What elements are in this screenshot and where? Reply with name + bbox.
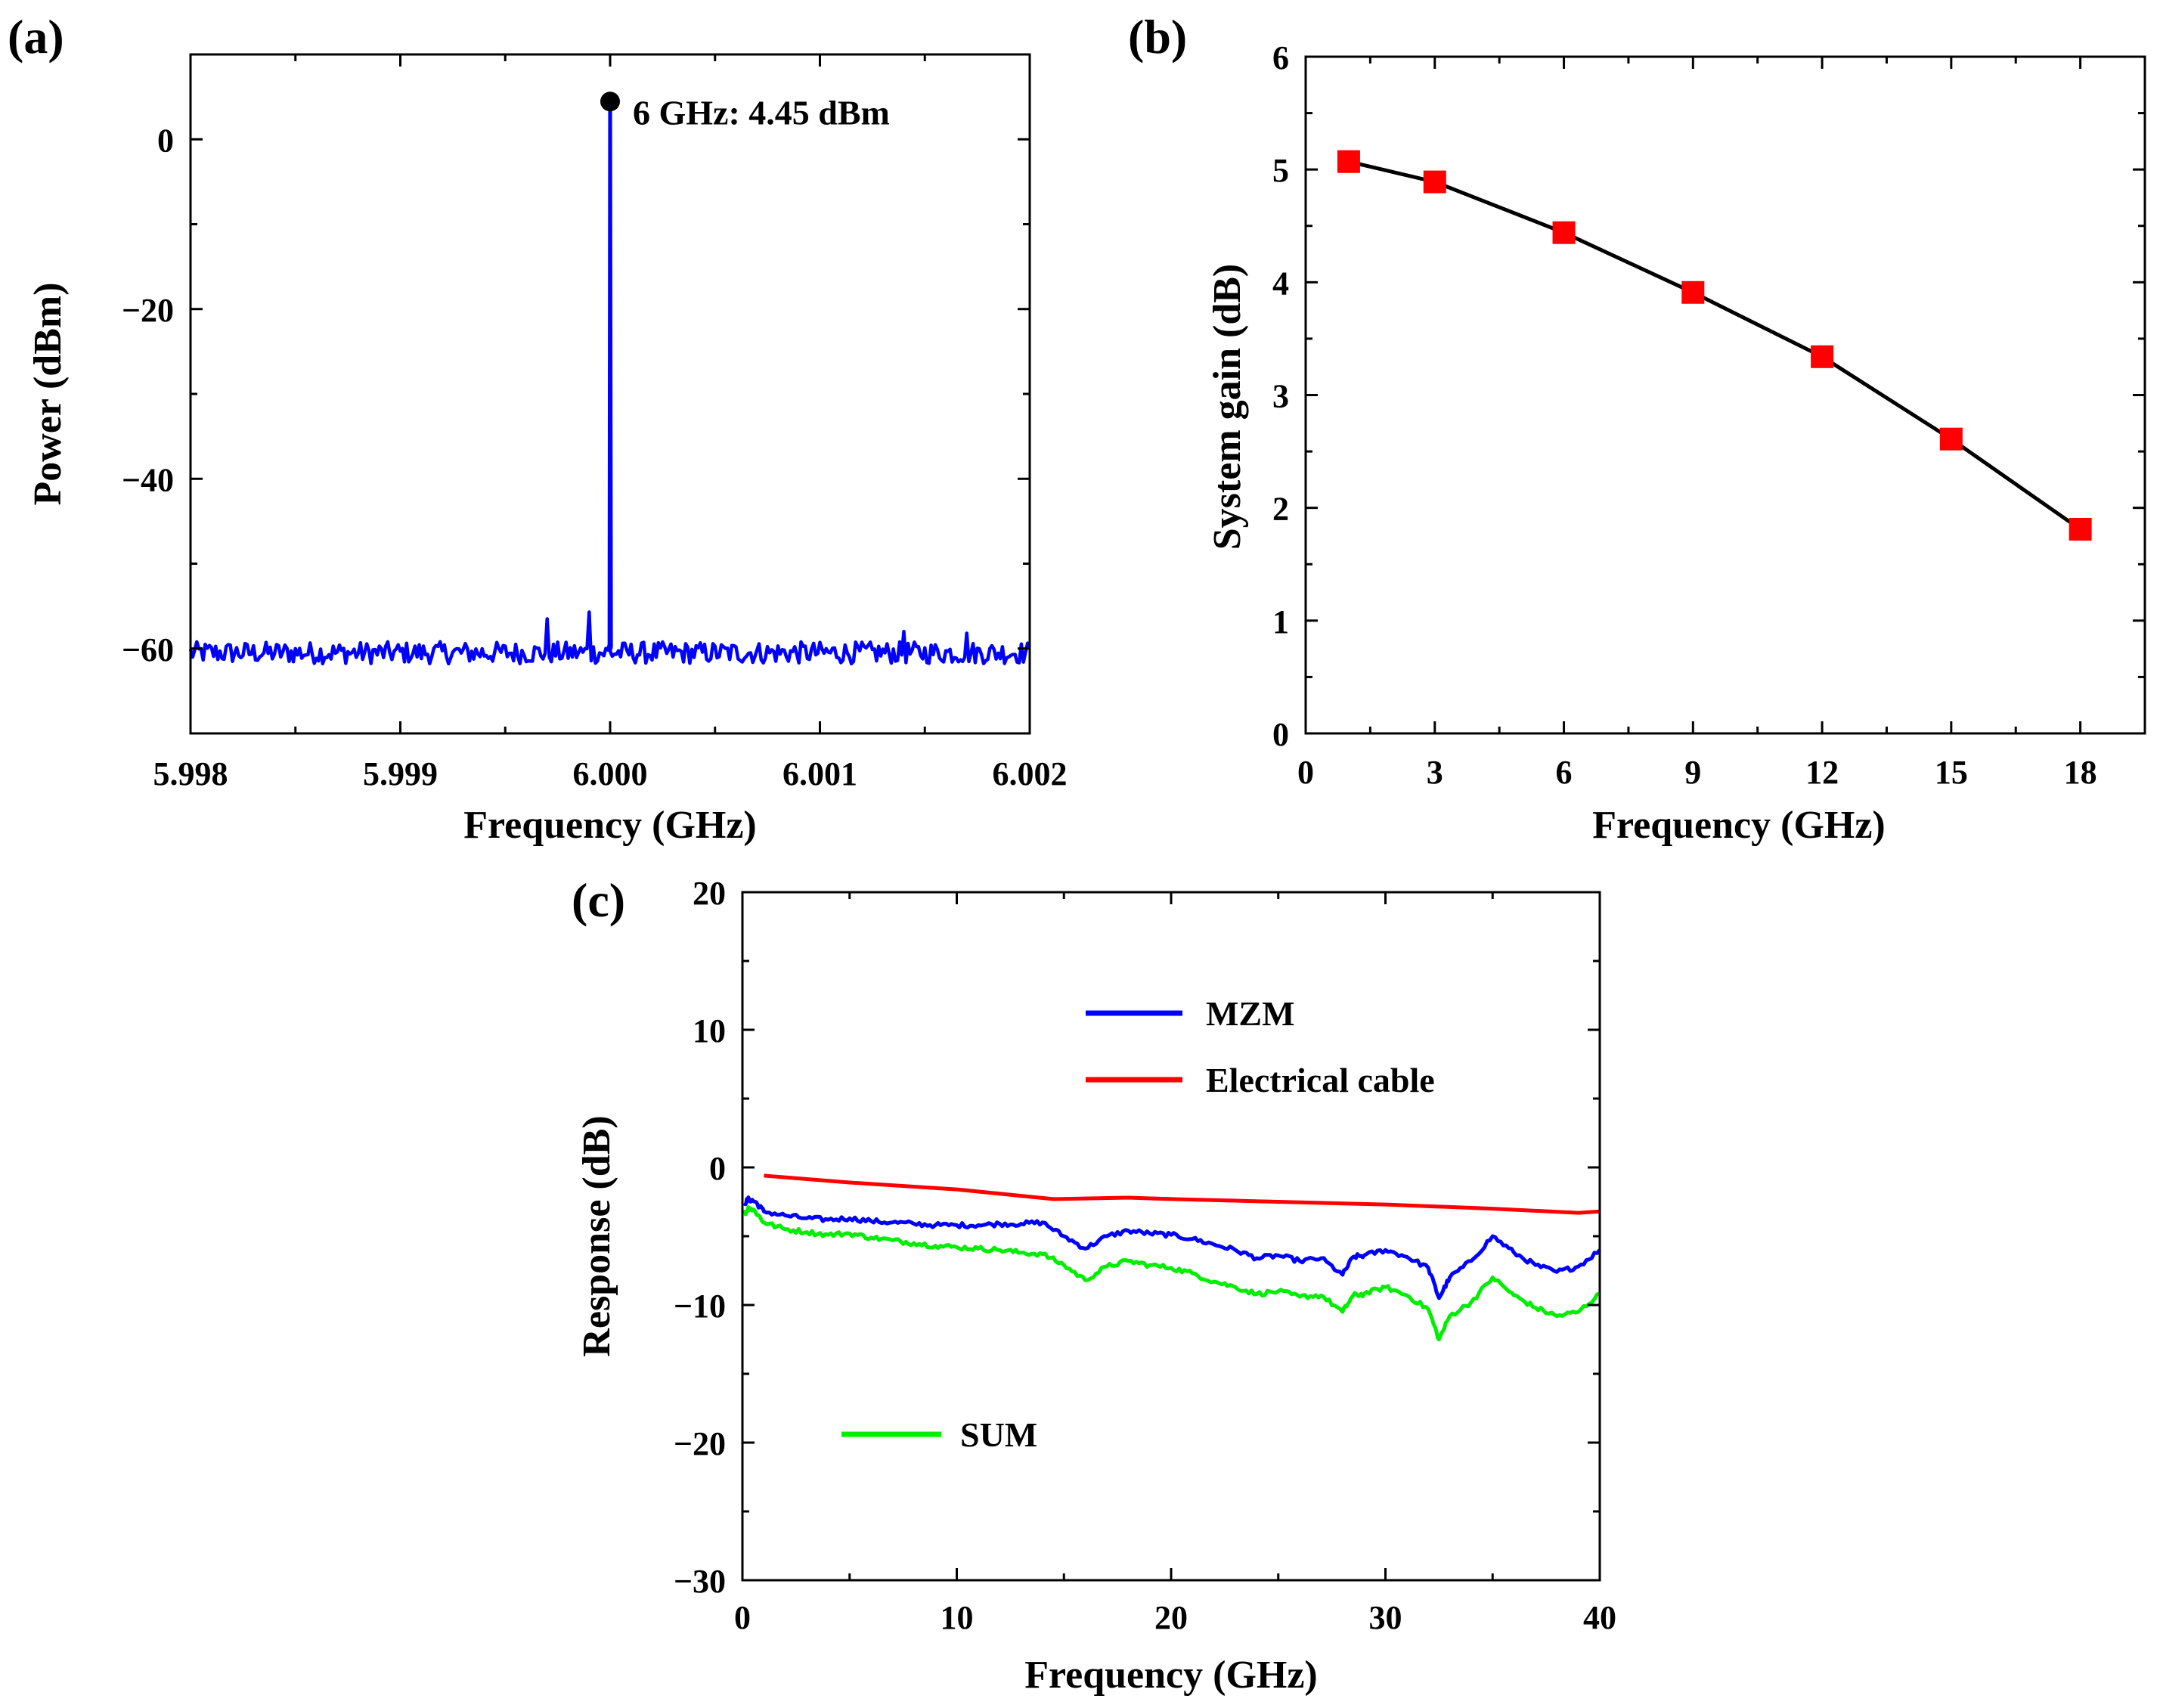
panel-a-xlabel: Frequency (GHz): [463, 804, 757, 847]
panel-c-ytick-label: −30: [674, 1563, 726, 1600]
panel-b-ytick-label: 6: [1272, 39, 1289, 76]
panel-a-label: (a): [8, 10, 64, 64]
panel-b-xtick-label: 3: [1427, 754, 1443, 791]
panel-b-ytick-label: 0: [1272, 716, 1289, 753]
panel-b-xtick-label: 6: [1556, 754, 1573, 791]
panel-b-frame: [1304, 55, 2146, 735]
gain-point: [1552, 221, 1576, 244]
panel-c-xtick-label: 10: [941, 1599, 974, 1636]
series-electrical-cable-line: [764, 1173, 1601, 1215]
gain-point: [1423, 170, 1446, 194]
panel-a-xtick-label: 5.998: [153, 755, 228, 792]
panel-c-ytick-label: 0: [709, 1150, 726, 1187]
legend-label-mzm: MZM: [1206, 994, 1295, 1033]
peak-marker: [600, 91, 620, 112]
panel-c-xtick-label: 30: [1369, 1599, 1402, 1636]
gain-point: [2069, 518, 2092, 541]
panel-b-xtick-label: 18: [2064, 754, 2097, 791]
panel-a-ylabel: Power (dBm): [26, 282, 70, 505]
panel-b-xtick-label: 15: [1935, 754, 1968, 791]
panel-a-plot-area: 6 GHz: 4.45 dBm: [188, 91, 1031, 666]
panel-a-axes: 5.998 5.999 6.000 6.001 6.002 0 −20 −40 −60: [122, 54, 1068, 792]
panel-b-xlabel: Frequency (GHz): [1592, 804, 1886, 847]
panel-a-ytick-label: 0: [157, 122, 174, 159]
panel-c-ytick-label: 10: [693, 1012, 726, 1049]
panel-c-ytick-label: −20: [674, 1425, 726, 1462]
legend: MZM Electrical cable SUM: [841, 994, 1435, 1454]
panel-b-plot-area: [1337, 150, 2092, 541]
panel-b-ytick-label: 5: [1272, 152, 1289, 189]
panel-c-xtick-label: 20: [1154, 1599, 1188, 1636]
gain-point: [1337, 150, 1360, 173]
panel-b-ytick-label: 4: [1272, 265, 1289, 302]
gain-point: [1939, 427, 1963, 451]
panel-b-ytick-label: 3: [1272, 378, 1289, 415]
panel-b-xtick-label: 9: [1684, 754, 1701, 791]
panel-a-ytick-label: −60: [122, 631, 174, 668]
series-mzm-line: [742, 1195, 1601, 1300]
series-sum-line: [742, 1205, 1601, 1341]
panel-c-axes: 0 10 20 30 40 20 10 0 −10 −20 −30: [674, 875, 1616, 1636]
panel-c-ylabel: Response (dB): [575, 1115, 618, 1356]
panel-c: (c) 0 10 20 30 40 20 10 0 −10 −20 −30 Frequency (G…: [572, 873, 1616, 1697]
panel-c-plot-area: [742, 1173, 1601, 1341]
peak-annotation: 6 GHz: 4.45 dBm: [633, 93, 890, 132]
panel-c-label: (c): [572, 873, 625, 927]
panel-c-xlabel: Frequency (GHz): [1024, 1654, 1318, 1697]
panel-a: (a) 6 GHz: 4.45 dBm 5.998 5.999 6.000 6.001…: [8, 10, 1068, 847]
panel-b-xtick-label: 12: [1805, 754, 1839, 791]
panel-c-ytick-label: −10: [674, 1288, 726, 1325]
panel-a-xtick-label: 6.002: [993, 755, 1068, 792]
panel-b-ylabel: System gain (dB): [1206, 264, 1249, 550]
panel-b-ytick-label: 2: [1272, 491, 1289, 528]
panel-a-ytick-label: −20: [122, 292, 174, 329]
panel-b-xtick-label: 0: [1297, 754, 1314, 791]
series-system-gain-line: [1348, 160, 2082, 532]
panel-a-ytick-label: −40: [122, 461, 174, 498]
series-spectrum-line: [188, 100, 1031, 666]
legend-label-sum: SUM: [960, 1415, 1037, 1454]
panel-c-ytick-label: 20: [693, 875, 726, 912]
gain-point: [1681, 281, 1705, 304]
panel-a-xtick-label: 5.999: [363, 755, 438, 792]
panel-c-xtick-label: 0: [734, 1599, 751, 1636]
panel-c-xtick-label: 40: [1583, 1599, 1616, 1636]
legend-label-electrical-cable: Electrical cable: [1206, 1061, 1435, 1099]
panel-b-ytick-label: 1: [1272, 603, 1289, 640]
gain-point: [1811, 345, 1834, 368]
panel-b-label: (b): [1128, 10, 1187, 64]
panel-a-xtick-label: 6.000: [573, 755, 648, 792]
panel-a-xtick-label: 6.001: [782, 755, 857, 792]
